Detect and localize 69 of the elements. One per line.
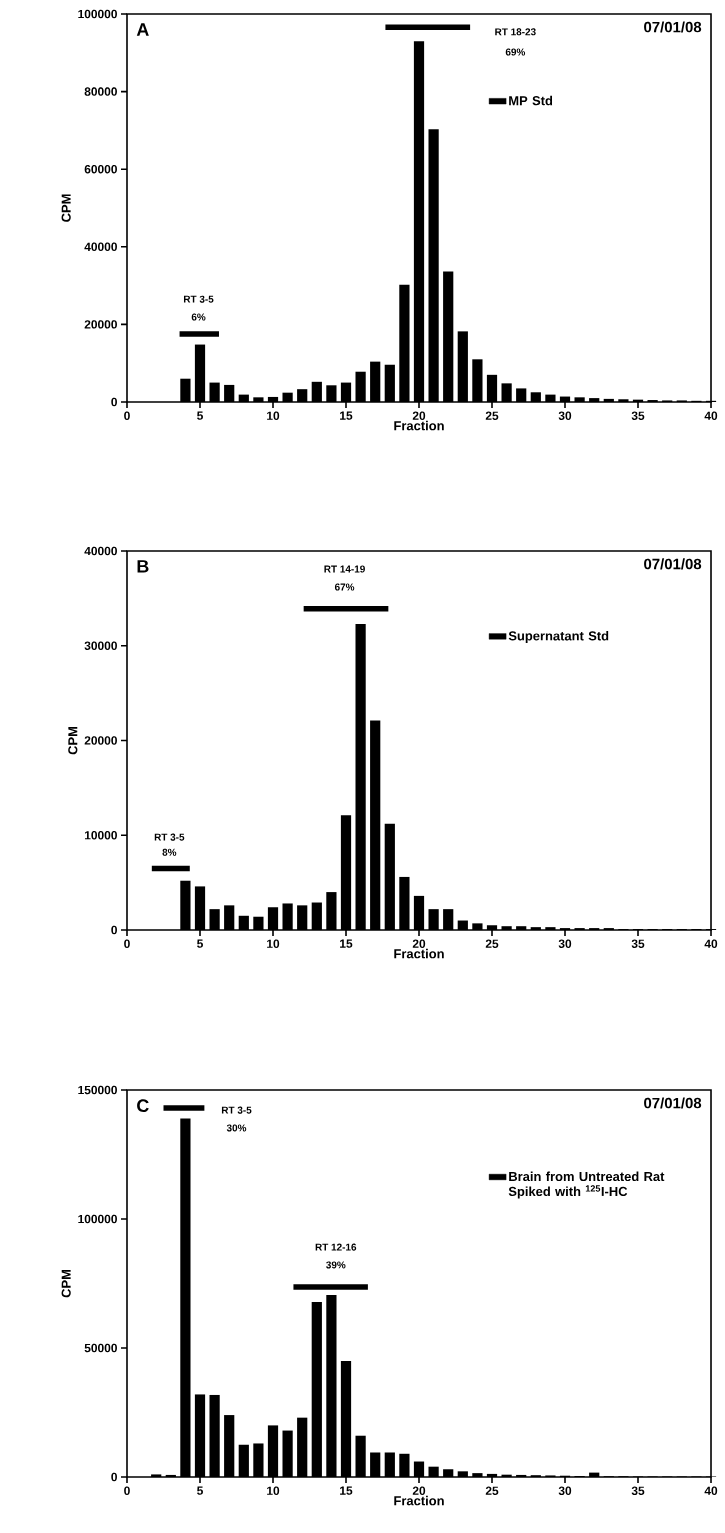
annotation: 69% bbox=[505, 48, 526, 56]
annotation: 8% bbox=[162, 848, 177, 856]
annotation: RT 18-23 bbox=[495, 28, 536, 36]
y-tick-label: 20000 bbox=[84, 736, 117, 745]
y-axis-title: CPM bbox=[61, 194, 71, 222]
x-axis-title: Fraction bbox=[394, 420, 444, 431]
x-tick-label: 15 bbox=[340, 411, 353, 420]
annotation: 39% bbox=[326, 1261, 346, 1269]
legend-label: Supernatant Std bbox=[508, 630, 609, 644]
x-tick-label: 30 bbox=[558, 1486, 572, 1496]
annotation: RT 3-5 bbox=[154, 833, 185, 841]
y-axis-title: CPM bbox=[68, 726, 78, 755]
annotation: 07/01/08 bbox=[644, 558, 702, 570]
y-tick-label: 100000 bbox=[78, 1214, 117, 1224]
x-tick-label: 20 bbox=[412, 1486, 426, 1495]
y-tick-label: 30000 bbox=[84, 641, 117, 650]
x-tick-label: 5 bbox=[197, 411, 203, 420]
chart-title: B bbox=[137, 560, 149, 573]
chart-title: A bbox=[136, 23, 149, 36]
y-axis-title: CPM bbox=[61, 1269, 71, 1298]
x-tick-label: 35 bbox=[631, 1486, 645, 1496]
x-tick-label: 10 bbox=[267, 939, 280, 948]
x-tick-label: 0 bbox=[124, 939, 130, 948]
x-tick-label: 0 bbox=[124, 1486, 130, 1495]
legend-label: MP Std bbox=[509, 95, 553, 106]
y-tick-label: 50000 bbox=[84, 1343, 117, 1353]
y-tick-label: 150000 bbox=[78, 1085, 117, 1095]
annotation: 30% bbox=[226, 1124, 247, 1132]
annotation: 07/01/08 bbox=[644, 21, 702, 33]
x-tick-label: 20 bbox=[412, 939, 426, 948]
y-tick-label: 10000 bbox=[84, 831, 117, 840]
x-tick-label: 5 bbox=[197, 939, 203, 948]
x-tick-label: 0 bbox=[124, 411, 130, 420]
annotation: RT 3-5 bbox=[221, 1106, 252, 1114]
x-tick-label: 25 bbox=[485, 1486, 499, 1495]
x-tick-label: 25 bbox=[485, 411, 499, 420]
annotation: RT 3-5 bbox=[183, 295, 214, 303]
x-axis-title: Fraction bbox=[394, 948, 444, 959]
x-tick-label: 5 bbox=[197, 1486, 203, 1495]
y-tick-label: 20000 bbox=[84, 320, 117, 329]
y-tick-label: 80000 bbox=[84, 87, 117, 96]
x-tick-label: 35 bbox=[631, 939, 645, 948]
y-tick-label: 0 bbox=[111, 397, 117, 407]
x-tick-label: 35 bbox=[631, 411, 645, 420]
y-tick-label: 60000 bbox=[84, 164, 117, 174]
y-tick-label: 100000 bbox=[78, 9, 117, 19]
y-tick-label: 40000 bbox=[84, 242, 117, 252]
x-tick-label: 20 bbox=[412, 411, 426, 420]
annotation: 67% bbox=[334, 583, 355, 591]
x-tick-label: 15 bbox=[340, 1486, 353, 1495]
y-tick-label: 0 bbox=[111, 925, 117, 935]
x-tick-label: 10 bbox=[267, 1486, 280, 1495]
chart-title: C bbox=[137, 1099, 149, 1113]
annotation: 07/01/08 bbox=[644, 1097, 702, 1109]
y-tick-label: 0 bbox=[111, 1472, 117, 1482]
x-tick-label: 10 bbox=[267, 411, 280, 420]
x-tick-label: 40 bbox=[704, 1486, 718, 1495]
x-tick-label: 40 bbox=[704, 411, 718, 420]
annotation: RT 14-19 bbox=[324, 565, 365, 573]
annotation: RT 12-16 bbox=[315, 1243, 357, 1251]
annotation: 6% bbox=[191, 313, 206, 321]
legend-label: Brain from Untreated Rat Spiked with $^{125}$I-HC bbox=[508, 1171, 665, 1199]
x-tick-label: 40 bbox=[704, 939, 718, 948]
x-tick-label: 15 bbox=[340, 939, 353, 948]
x-tick-label: 30 bbox=[558, 411, 572, 420]
x-tick-label: 30 bbox=[558, 939, 572, 948]
x-tick-label: 25 bbox=[485, 939, 499, 948]
y-tick-label: 40000 bbox=[84, 546, 117, 556]
x-axis-title: Fraction bbox=[394, 1495, 444, 1506]
